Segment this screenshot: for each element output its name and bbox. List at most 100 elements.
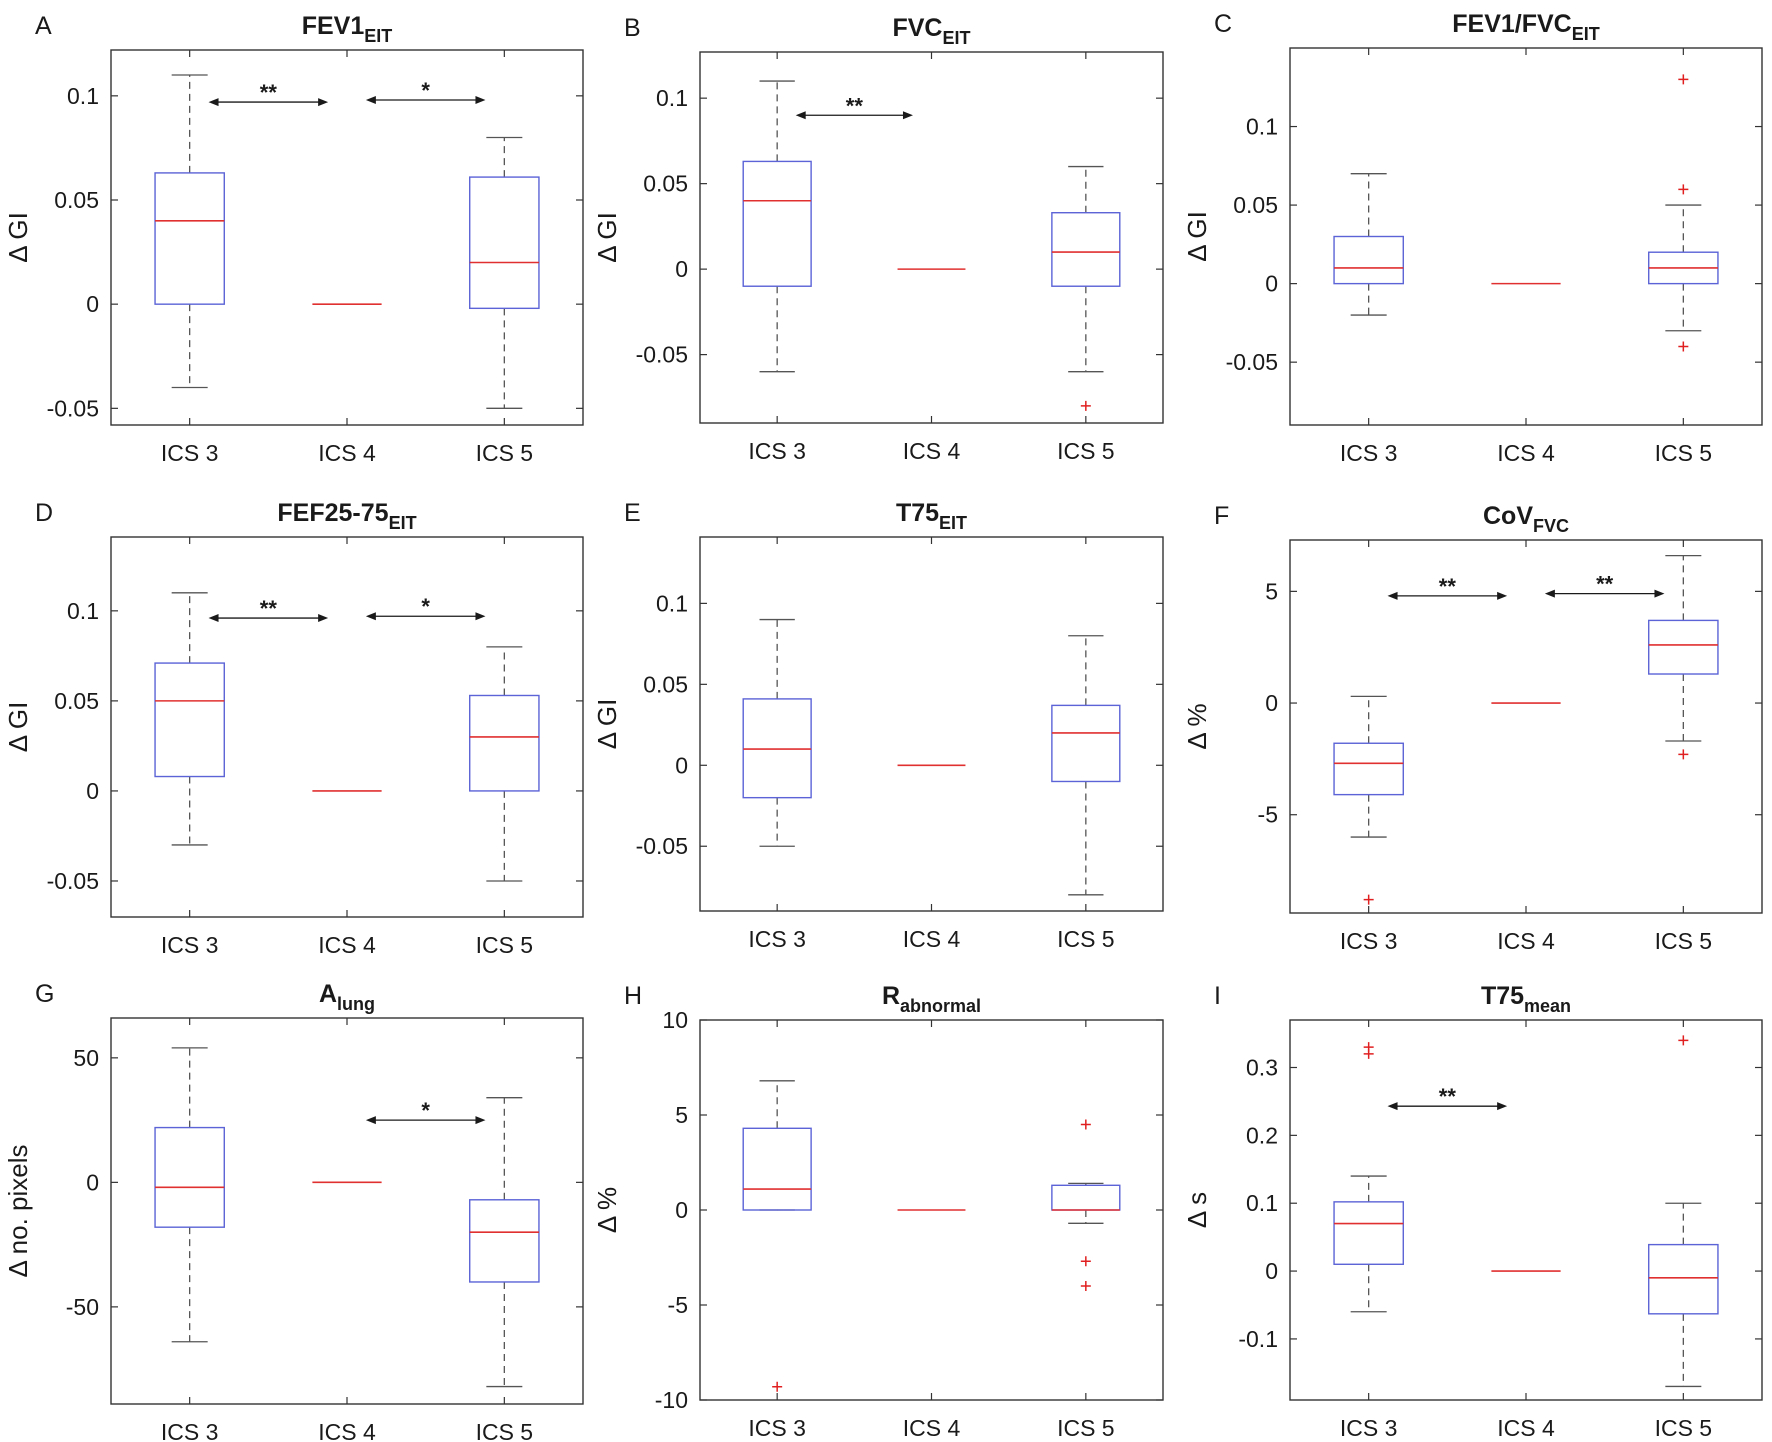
- arrowhead-right: [318, 614, 329, 623]
- arrowhead-right: [318, 98, 329, 107]
- y-tick-label: 0: [86, 778, 99, 804]
- plot-frame: [110, 1017, 584, 1405]
- box-ics-3: [742, 80, 812, 373]
- title-main: R: [882, 982, 900, 1010]
- box-ics-5: [469, 1097, 540, 1388]
- x-tick-label: ICS 5: [1655, 928, 1713, 954]
- y-axis-label: Δ no. pixels: [3, 1145, 33, 1278]
- significance-marker: *: [365, 78, 486, 104]
- y-tick-label: -0.05: [47, 395, 99, 421]
- box-ics-3: [1333, 1042, 1404, 1313]
- x-tick-label: ICS 3: [748, 1415, 806, 1441]
- box-ics-5: [1648, 74, 1719, 352]
- panel-letter: C: [1214, 10, 1232, 38]
- arrowhead-right: [475, 1116, 486, 1125]
- title-subscript: EIT: [1572, 24, 1600, 44]
- x-tick-label: ICS 5: [476, 932, 534, 958]
- outlier-marker: [1678, 341, 1689, 352]
- panel-a: A FEV1EIT Δ GI -0.05 0 0.05 0.1 ICS 3 ICS 4 ICS 5…: [3, 12, 584, 466]
- y-tick-label: 0.1: [1246, 1190, 1278, 1216]
- plot-frame: [1289, 1019, 1763, 1401]
- significance-label: **: [1439, 1084, 1457, 1109]
- title-main: CoV: [1483, 502, 1533, 530]
- panel-b: B FVCEIT Δ GI -0.05 0 0.05 0.1 ICS 3 ICS 4 ICS 5 *…: [592, 14, 1164, 464]
- box-ics-5: [1051, 165, 1121, 411]
- box-ics-5: [1648, 1035, 1719, 1388]
- arrowhead-right: [1654, 589, 1665, 598]
- box-ics-5: [469, 646, 540, 882]
- y-tick-label: 0.1: [67, 83, 99, 109]
- box-ics-3: [742, 1080, 812, 1392]
- y-tick-label: -0.1: [1238, 1326, 1278, 1352]
- significance-label: **: [260, 596, 278, 621]
- panel-title: FEV1EIT: [302, 12, 393, 46]
- outlier-marker: [1363, 1048, 1374, 1059]
- iqr-box: [1333, 1201, 1404, 1265]
- panel-title: Rabnormal: [882, 982, 981, 1016]
- arrowhead-right: [902, 111, 913, 120]
- arrowhead-left: [1387, 1102, 1398, 1111]
- x-tick-label: ICS 3: [1340, 1415, 1398, 1441]
- box-ics-3: [154, 1047, 225, 1343]
- outlier-marker: [1678, 184, 1689, 195]
- outlier-marker: [1080, 1256, 1091, 1267]
- panel-letter: A: [35, 12, 52, 40]
- x-tick-label: ICS 3: [748, 926, 806, 952]
- y-tick-label: 0: [86, 1169, 99, 1195]
- y-tick-label: 0.05: [54, 187, 99, 213]
- x-tick-label: ICS 5: [1057, 438, 1115, 464]
- box-ics-3: [1333, 173, 1404, 316]
- significance-label: *: [421, 1098, 430, 1123]
- y-tick-label: 0.05: [1233, 192, 1278, 218]
- title-subscript: EIT: [939, 513, 967, 533]
- arrowhead-left: [365, 612, 376, 621]
- y-tick-label: -5: [1258, 802, 1278, 828]
- title-subscript: lung: [337, 994, 375, 1014]
- y-tick-label: 5: [1265, 578, 1278, 604]
- arrowhead-right: [1497, 1102, 1508, 1111]
- title-main: T75: [896, 499, 939, 527]
- box-ics-5: [469, 136, 540, 409]
- significance-label: **: [1439, 574, 1457, 599]
- x-tick-label: ICS 4: [903, 926, 961, 952]
- iqr-box: [469, 1199, 540, 1283]
- x-tick-label: ICS 4: [1497, 1415, 1555, 1441]
- x-tick-label: ICS 4: [1497, 928, 1555, 954]
- title-main: A: [319, 980, 337, 1008]
- arrowhead-right: [1497, 591, 1508, 600]
- y-tick-label: 0: [675, 256, 688, 282]
- panel-title: FEV1/FVCEIT: [1452, 10, 1600, 44]
- significance-marker: **: [208, 80, 329, 107]
- y-tick-label: 0: [675, 1197, 688, 1223]
- arrowhead-left: [365, 1116, 376, 1125]
- iqr-box: [742, 1127, 812, 1211]
- panel-d: D FEF25-75EIT Δ GI -0.05 0 0.05 0.1 ICS 3 ICS 4 I…: [3, 499, 584, 958]
- y-axis-label: Δ GI: [592, 212, 622, 263]
- plot-frame: [110, 536, 584, 918]
- x-tick-label: ICS 5: [1057, 926, 1115, 952]
- arrowhead-left: [1544, 589, 1555, 598]
- panel-c: C FEV1/FVCEIT Δ GI -0.05 0 0.05 0.1 ICS 3 ICS 4 I…: [1182, 10, 1763, 466]
- x-tick-label: ICS 3: [1340, 440, 1398, 466]
- y-tick-label: -10: [655, 1387, 688, 1413]
- y-tick-label: 0.05: [643, 171, 688, 197]
- outlier-marker: [772, 1381, 783, 1392]
- plot-frame: [699, 536, 1164, 912]
- arrowhead-left: [208, 98, 219, 107]
- panel-letter: G: [35, 980, 54, 1008]
- x-tick-label: ICS 4: [903, 438, 961, 464]
- title-main: FEF25-75: [277, 499, 388, 527]
- x-tick-label: ICS 4: [318, 932, 376, 958]
- arrowhead-left: [365, 96, 376, 104]
- y-tick-label: 0.05: [643, 671, 688, 697]
- box-ics-3: [742, 618, 812, 847]
- title-subscript: FVC: [1533, 516, 1569, 536]
- title-subscript: EIT: [389, 513, 417, 533]
- title-main: FEV1: [302, 12, 365, 40]
- title-main: FVC: [892, 14, 942, 42]
- y-tick-label: 0: [675, 752, 688, 778]
- arrowhead-left: [1387, 591, 1398, 600]
- y-axis-label: Δ s: [1182, 1192, 1212, 1228]
- iqr-box: [1051, 1184, 1121, 1211]
- y-tick-label: -50: [66, 1294, 99, 1320]
